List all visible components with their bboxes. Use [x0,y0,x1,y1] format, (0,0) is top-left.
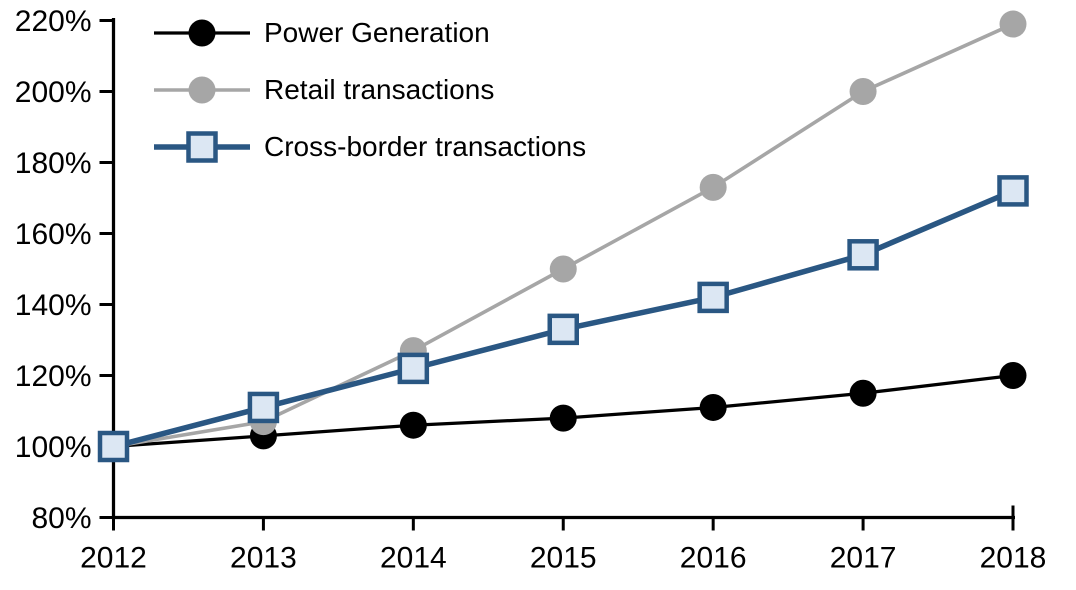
y-tick-label-180: 180% [15,147,92,180]
legend-label-cross-border-transactions: Cross-border transactions [264,130,587,162]
x-tick-label-2016: 2016 [680,542,747,575]
legend-marker-retail-transactions-icon [154,76,250,103]
data-point-cross-border-transactions-2017 [847,239,879,271]
data-point-retail-transactions-2015 [549,255,577,283]
y-tick-label-140: 140% [15,289,92,322]
legend-item-retail-transactions: Retail transactions [152,61,586,118]
y-tick-label-220: 220% [15,5,92,38]
y-tick-label-200: 200% [15,76,92,109]
data-point-cross-border-transactions-2014 [397,352,430,385]
data-point-power-generation-2016 [699,393,727,421]
data-point-retail-transactions-2018 [999,10,1027,38]
legend-marker-power-generation [188,19,216,46]
x-tick-label-2014: 2014 [380,542,447,575]
x-tick-label-2013: 2013 [230,542,297,575]
data-point-cross-border-transactions-2015 [547,313,579,346]
legend-marker-cross-border-transactions [186,130,218,163]
data-point-cross-border-transactions-2018 [997,175,1029,207]
data-point-cross-border-transactions-2016 [697,281,729,314]
data-point-power-generation-2018 [999,362,1027,389]
y-tick-label-80: 80% [31,502,91,535]
y-tick-label-120: 120% [15,360,92,393]
data-point-cross-border-transactions-2012 [97,430,130,463]
series-cross-border-transactions [97,175,1029,463]
legend-marker-retail-transactions [188,76,216,103]
legend-label-retail-transactions: Retail transactions [264,73,495,105]
data-point-power-generation-2017 [849,379,877,407]
legend-item-cross-border-transactions: Cross-border transactions [152,118,586,175]
data-point-power-generation-2014 [399,411,427,439]
y-tick-label-100: 100% [15,431,92,464]
data-point-retail-transactions-2016 [699,173,727,201]
x-tick-label-2012: 2012 [80,542,147,575]
legend-item-power-generation: Power Generation [152,4,586,61]
data-point-cross-border-transactions-2013 [247,391,280,424]
data-point-power-generation-2015 [549,404,577,432]
x-tick-label-2017: 2017 [830,542,897,575]
x-tick-label-2018: 2018 [980,542,1047,575]
legend-label-power-generation: Power Generation [264,16,490,48]
legend-marker-cross-border-transactions-icon [154,130,250,163]
x-tick-label-2015: 2015 [530,542,597,575]
data-point-retail-transactions-2017 [849,78,877,105]
legend-marker-power-generation-icon [154,19,250,46]
y-tick-label-160: 160% [15,218,92,251]
chart-legend: Power Generation Retail transactions Cro… [152,4,586,175]
